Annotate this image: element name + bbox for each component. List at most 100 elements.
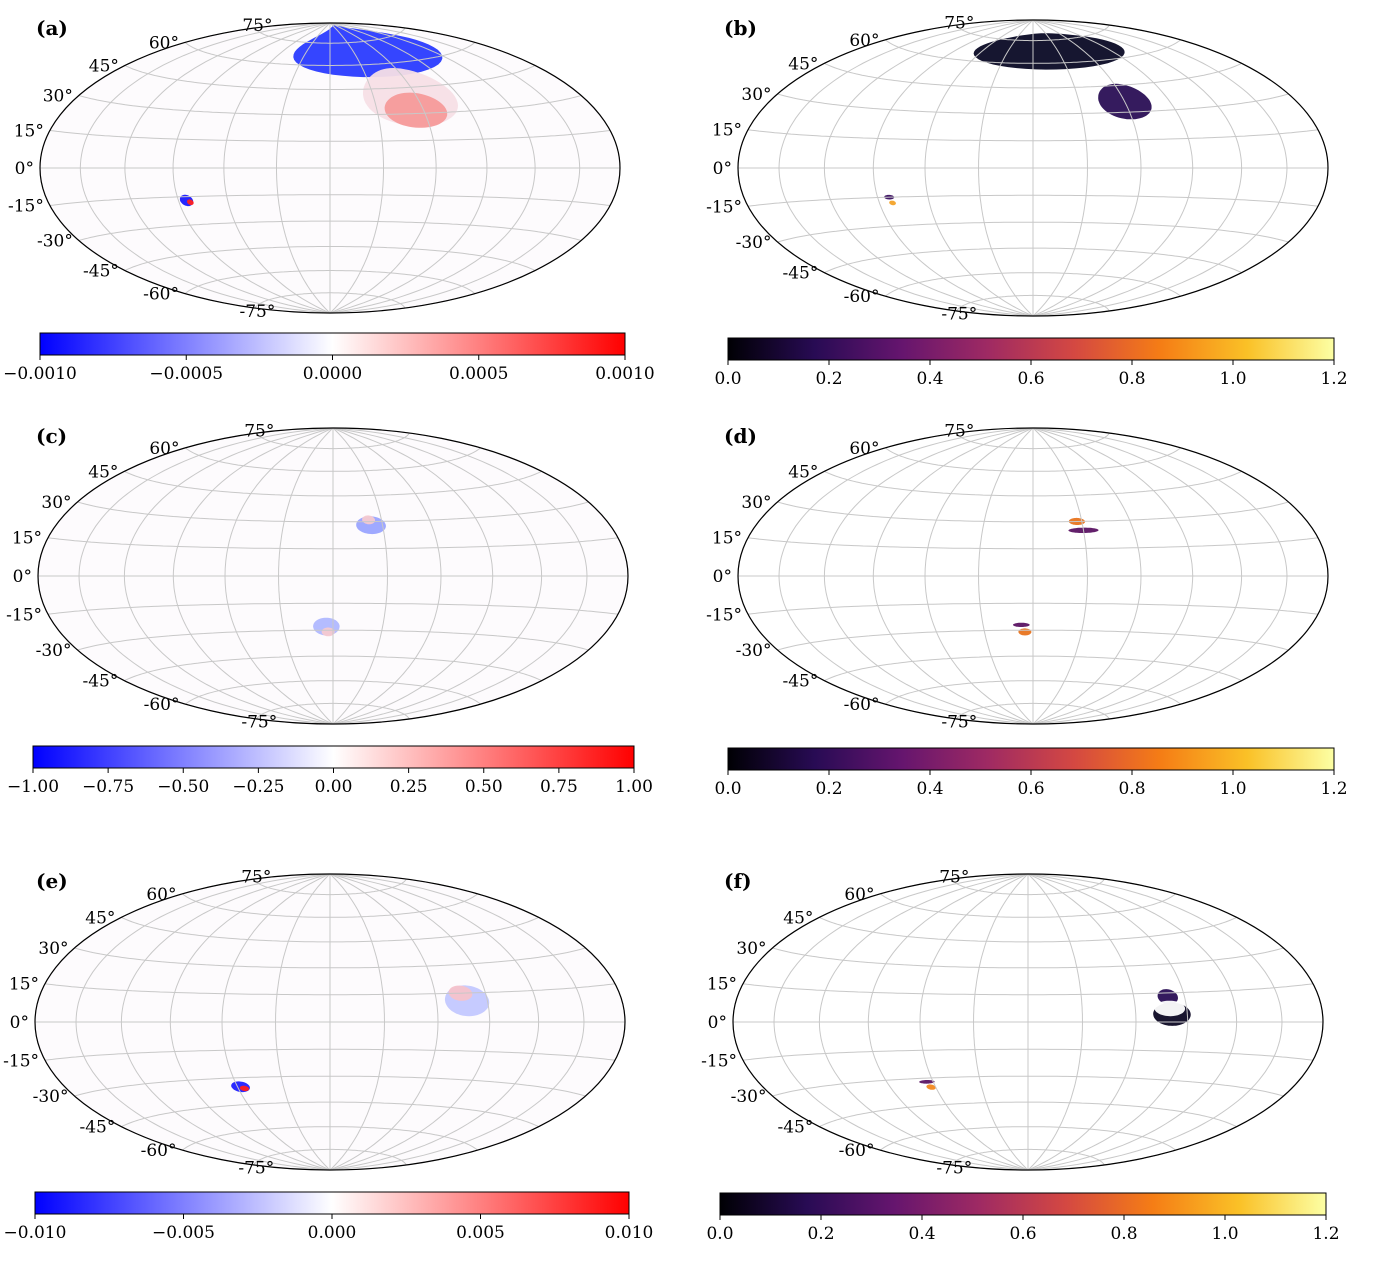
panel-label: (c) <box>36 424 67 448</box>
parallel <box>748 194 1318 207</box>
panel-b: 75° 60° 45° 30° 15° 0° -15° -30° -45° -60° -75° (b)… <box>688 0 1375 415</box>
parallel <box>824 62 1242 89</box>
parallel <box>48 602 618 615</box>
parallel <box>256 432 410 450</box>
lat-label: -60° <box>844 695 880 715</box>
parallel <box>956 294 1110 312</box>
parallel <box>956 432 1110 450</box>
lat-label: 0° <box>13 567 32 587</box>
parallel <box>184 270 476 294</box>
parallel <box>124 655 542 682</box>
panel-label: (e) <box>36 869 68 893</box>
parallel <box>121 916 539 943</box>
colorbar-tick-label: 0.2 <box>815 779 842 799</box>
colorbar <box>34 1191 630 1215</box>
parallel <box>880 893 1176 918</box>
data-region-2 <box>1154 1000 1186 1017</box>
lat-label: -15° <box>701 1051 737 1071</box>
colorbar-tick-label: 0.0 <box>714 369 741 389</box>
lat-label: 45° <box>85 908 115 928</box>
panel-c: 75° 60° 45° 30° 15° 0° -15° -30° -45° -60° -75° (c)… <box>0 408 688 823</box>
panel-d: 75° 60° 45° 30° 15° 0° -15° -30° -45° -60° -75° (d)… <box>688 408 1375 823</box>
colorbar-tick-label: −0.75 <box>82 777 134 797</box>
colorbar-tick-label: −0.0010 <box>3 364 77 384</box>
colorbar-tick-label: 0.0005 <box>449 364 508 384</box>
map-outline <box>737 19 1329 317</box>
colorbar-tick-label: −0.50 <box>157 777 209 797</box>
lat-label: -45° <box>80 1118 116 1138</box>
parallel <box>256 702 410 720</box>
parallel <box>777 221 1289 243</box>
lat-label: -75° <box>941 713 977 733</box>
lat-label: -75° <box>239 302 275 322</box>
lat-label: -75° <box>941 305 977 325</box>
lat-label: 60° <box>146 885 176 905</box>
lat-label: 45° <box>89 56 119 76</box>
colorbar-tick-label: 0.6 <box>1017 369 1044 389</box>
parallel <box>124 470 542 497</box>
colorbar-tick-label: 0.2 <box>807 1224 834 1244</box>
parallel <box>772 947 1284 969</box>
colorbar-tick-label: −0.005 <box>152 1223 215 1243</box>
parallel <box>956 24 1110 42</box>
colorbar-tick-label: 0.8 <box>1110 1224 1137 1244</box>
lat-label: 0° <box>15 159 34 179</box>
parallel <box>777 501 1289 523</box>
lat-label: -15° <box>706 197 742 217</box>
data-region-2 <box>384 92 448 128</box>
lat-label: 15° <box>9 975 39 995</box>
colorbar-tick-label: 1.2 <box>1320 779 1347 799</box>
lat-label: 60° <box>149 33 179 53</box>
data-region-3 <box>889 200 896 206</box>
lat-label: -15° <box>8 197 44 217</box>
parallel <box>951 1148 1105 1166</box>
colorbar-tick-label: −0.0005 <box>149 364 223 384</box>
lat-label: -60° <box>144 695 180 715</box>
lat-label: 60° <box>844 885 874 905</box>
parallel <box>185 447 481 472</box>
lat-label: 15° <box>712 529 742 549</box>
lat-label: 30° <box>43 87 73 107</box>
lat-label: -75° <box>241 713 277 733</box>
colorbar-tick-label: 1.00 <box>615 777 653 797</box>
lat-label: 15° <box>707 975 737 995</box>
map-outline <box>39 22 621 314</box>
parallel <box>77 501 589 523</box>
lat-label: 30° <box>38 939 68 959</box>
lat-label: 45° <box>788 54 818 74</box>
lat-label: 75° <box>944 421 974 441</box>
parallel <box>74 947 586 969</box>
lat-label: 30° <box>736 939 766 959</box>
colorbar-tick-label: 0.4 <box>916 779 943 799</box>
parallel <box>253 1148 407 1166</box>
parallel <box>182 893 478 918</box>
lat-label: 75° <box>244 421 274 441</box>
panel-f: 75° 60° 45° 30° 15° 0° -15° -30° -45° -60° -75° (f)… <box>688 853 1375 1268</box>
lat-label: -60° <box>143 285 179 305</box>
parallel <box>777 93 1289 115</box>
parallel <box>743 983 1313 996</box>
parallel <box>772 1075 1284 1097</box>
parallel <box>824 247 1242 274</box>
colorbar-tick-label: 0.0010 <box>595 364 654 384</box>
lat-label: -60° <box>844 287 880 307</box>
lat-label: -60° <box>839 1141 875 1161</box>
parallel <box>78 95 582 116</box>
parallel <box>45 1048 615 1061</box>
lat-label: 30° <box>741 85 771 105</box>
map-outline <box>34 873 626 1171</box>
colorbar-tick-label: 0.8 <box>1118 779 1145 799</box>
lat-label: -45° <box>778 1118 814 1138</box>
parallel <box>48 537 618 550</box>
colorbar-tick-label: 1.0 <box>1211 1224 1238 1244</box>
lat-label: -45° <box>83 672 119 692</box>
panel-a: 75° 60° 45° 30° 15° 0° -15° -30° -45° -60° -75° (a)… <box>0 0 688 415</box>
parallel <box>254 27 406 44</box>
panel-label: (d) <box>724 424 757 448</box>
panel-label: (b) <box>724 16 757 40</box>
lat-label: -60° <box>141 1141 177 1161</box>
map-outline <box>37 427 629 725</box>
parallel <box>184 42 476 66</box>
lat-label: 45° <box>783 908 813 928</box>
parallel <box>748 602 1318 615</box>
